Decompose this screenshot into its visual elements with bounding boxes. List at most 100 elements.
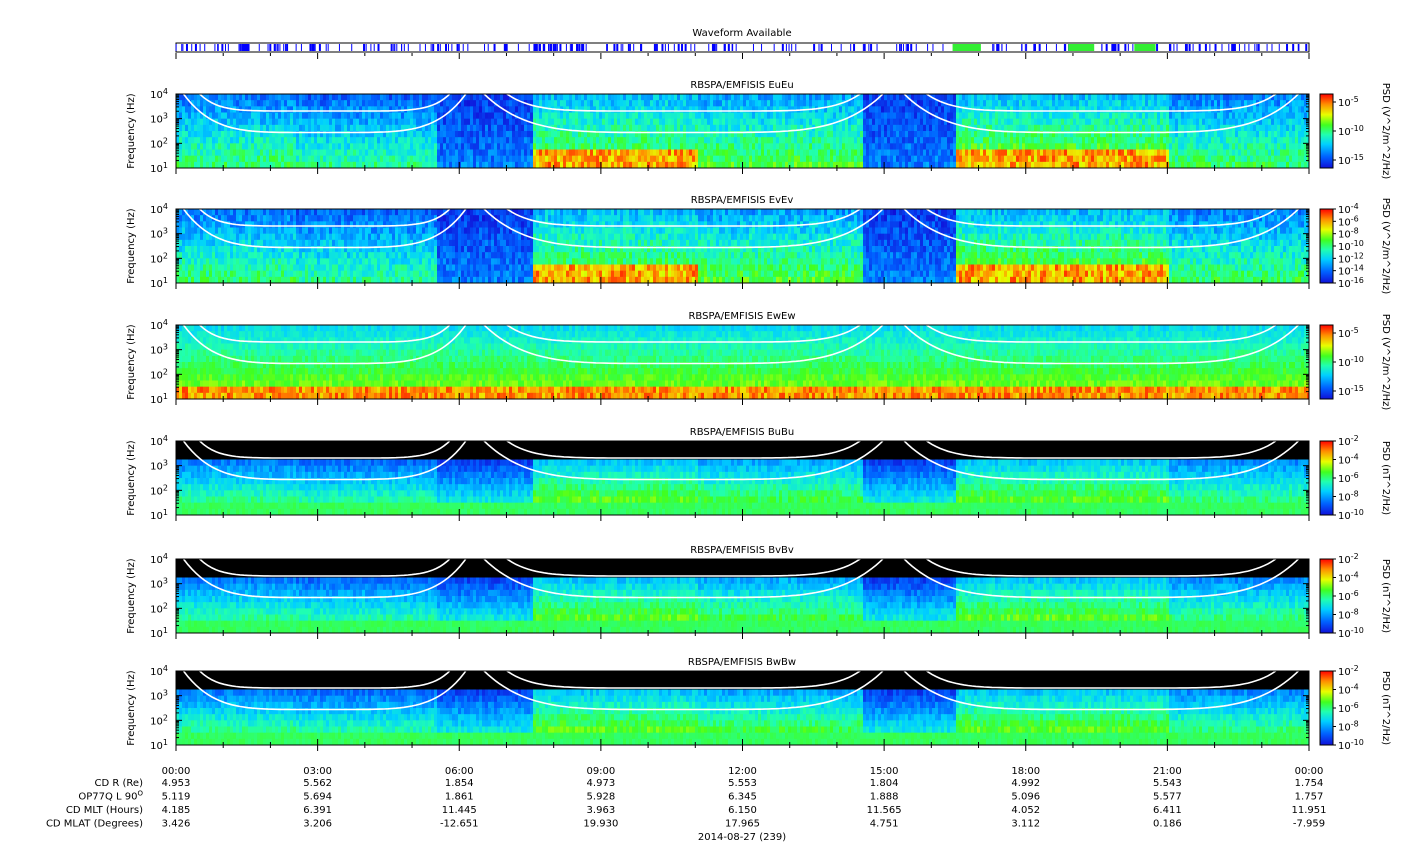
spectrogram-cell bbox=[1217, 94, 1220, 101]
spectrogram-cell bbox=[179, 161, 182, 168]
spectrogram-cell bbox=[1109, 94, 1112, 101]
spectrogram-cell bbox=[890, 161, 893, 168]
spectrogram-cell bbox=[296, 118, 299, 126]
spectrogram-cell bbox=[1301, 112, 1304, 120]
spectrogram-cell bbox=[986, 112, 989, 120]
spectrogram-cell bbox=[305, 155, 308, 163]
spectrogram-cell bbox=[776, 161, 779, 168]
spectrogram-cell bbox=[980, 131, 983, 138]
spectrogram-cell bbox=[179, 264, 182, 272]
spectrogram-cell bbox=[596, 143, 599, 150]
spectrogram-cell bbox=[686, 112, 689, 120]
spectrogram-cell bbox=[1136, 161, 1139, 168]
spectrogram-cell bbox=[983, 155, 986, 163]
spectrogram-cell bbox=[608, 137, 611, 144]
spectrogram-cell bbox=[1256, 118, 1259, 126]
spectrogram-cell bbox=[248, 137, 251, 144]
spectrogram-cell bbox=[209, 161, 212, 168]
spectrogram-cell bbox=[548, 118, 551, 126]
spectrogram-cell bbox=[1136, 149, 1139, 157]
spectrogram-cell bbox=[881, 143, 884, 150]
spectrogram-cell bbox=[1289, 143, 1292, 150]
spectrogram-cell bbox=[596, 131, 599, 138]
spectrogram-cell bbox=[734, 100, 737, 107]
spectrogram-cell bbox=[215, 149, 218, 157]
spectrogram-cell bbox=[947, 100, 950, 107]
spectrogram-cell bbox=[437, 118, 440, 126]
spectrogram-cell bbox=[917, 131, 920, 138]
spectrogram-cell bbox=[365, 143, 368, 150]
spectrogram-cell bbox=[1172, 94, 1175, 101]
spectrogram-cell bbox=[818, 100, 821, 107]
spectrogram-cell bbox=[494, 137, 497, 144]
spectrogram-cell bbox=[917, 94, 920, 101]
spectrogram-cell bbox=[383, 112, 386, 120]
spectrogram-cell bbox=[338, 94, 341, 101]
spectrogram-cell bbox=[395, 118, 398, 126]
spectrogram-cell bbox=[797, 149, 800, 157]
spectrogram-cell bbox=[509, 118, 512, 126]
spectrogram-cell bbox=[1085, 149, 1088, 157]
spectrogram-cell bbox=[581, 149, 584, 157]
spectrogram-cell bbox=[263, 131, 266, 138]
spectrogram-cell bbox=[689, 118, 692, 126]
spectrogram-cell bbox=[197, 155, 200, 163]
spectrogram-cell bbox=[227, 131, 230, 138]
spectrogram-cell bbox=[890, 131, 893, 138]
spectrogram-cell bbox=[332, 137, 335, 144]
spectrogram-cell bbox=[344, 106, 347, 113]
spectrogram-cell bbox=[542, 106, 545, 113]
spectrogram-cell bbox=[1283, 118, 1286, 126]
spectrogram-cell bbox=[587, 155, 590, 163]
spectrogram-cell bbox=[299, 161, 302, 168]
spectrogram-cell bbox=[1214, 155, 1217, 163]
spectrogram-cell bbox=[1250, 106, 1253, 113]
spectrogram-cell bbox=[1112, 106, 1115, 113]
spectrogram-cell bbox=[1211, 118, 1214, 126]
spectrogram-cell bbox=[668, 118, 671, 126]
spectrogram-cell bbox=[869, 124, 872, 132]
spectrogram-cell bbox=[419, 131, 422, 138]
spectrogram-cell bbox=[986, 100, 989, 107]
spectrogram-cell bbox=[1097, 143, 1100, 150]
spectrogram-cell bbox=[1214, 143, 1217, 150]
spectrogram-cell bbox=[1211, 149, 1214, 157]
spectrogram-cell bbox=[1046, 106, 1049, 113]
spectrogram-cell bbox=[398, 112, 401, 120]
spectrogram-cell bbox=[1211, 112, 1214, 120]
spectrogram-cell bbox=[467, 124, 470, 132]
spectrogram-cell bbox=[1247, 161, 1250, 168]
spectrogram-cell bbox=[1055, 106, 1058, 113]
spectrogram-cell bbox=[845, 94, 848, 101]
spectrogram-cell bbox=[731, 137, 734, 144]
spectrogram-cell bbox=[1184, 131, 1187, 138]
spectrogram-cell bbox=[1079, 143, 1082, 150]
spectrogram-cell bbox=[530, 137, 533, 144]
spectrogram-cell bbox=[419, 94, 422, 101]
spectrogram-cell bbox=[338, 149, 341, 157]
spectrogram-cell bbox=[1268, 100, 1271, 107]
spectrogram-cell bbox=[575, 149, 578, 157]
spectrogram-cell bbox=[1016, 149, 1019, 157]
spectrogram-cell bbox=[626, 112, 629, 120]
spectrogram-cell bbox=[1286, 94, 1289, 101]
spectrogram-cell bbox=[473, 124, 476, 132]
spectrogram-cell bbox=[1220, 118, 1223, 126]
spectrogram-cell bbox=[1109, 112, 1112, 120]
spectrogram-cell bbox=[614, 94, 617, 101]
spectrogram-cell bbox=[869, 94, 872, 101]
spectrogram-cell bbox=[1103, 137, 1106, 144]
spectrogram-cell bbox=[1025, 106, 1028, 113]
spectrogram-cell bbox=[809, 161, 812, 168]
spectrogram-cell bbox=[281, 106, 284, 113]
spectrogram-cell bbox=[983, 143, 986, 150]
spectrogram-cell bbox=[455, 143, 458, 150]
spectrogram-cell bbox=[944, 137, 947, 144]
spectrogram-cell bbox=[983, 161, 986, 168]
spectrogram-cell bbox=[224, 94, 227, 101]
spectrogram-cell bbox=[758, 112, 761, 120]
spectrogram-cell bbox=[1247, 149, 1250, 157]
spectrogram-cell bbox=[341, 143, 344, 150]
spectrogram-cell bbox=[776, 137, 779, 144]
spectrogram-cell bbox=[896, 143, 899, 150]
